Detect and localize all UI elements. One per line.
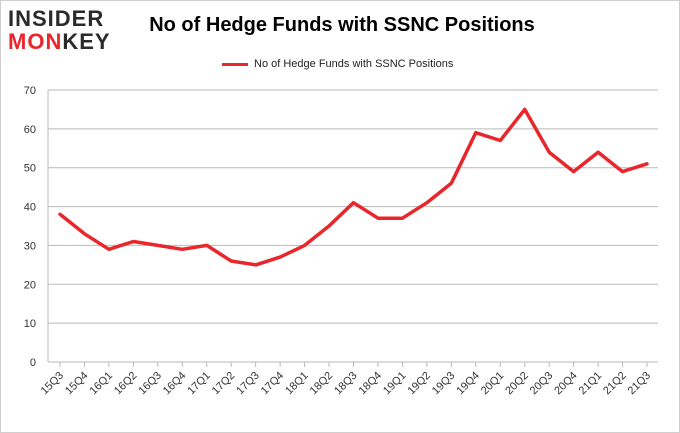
- y-tick-label: 10: [24, 318, 36, 330]
- x-tick-label: 19Q4: [454, 370, 482, 398]
- x-tick-label: 18Q1: [283, 370, 311, 398]
- x-tick-label: 15Q4: [63, 370, 91, 398]
- logo-line-2: MONKEY: [8, 30, 111, 54]
- x-tick-label: 16Q1: [88, 370, 116, 398]
- y-tick-label: 50: [24, 163, 36, 175]
- legend-swatch: [222, 62, 248, 66]
- x-tick-label: 19Q3: [430, 370, 458, 398]
- x-tick-label: 17Q4: [259, 370, 287, 398]
- insider-monkey-logo: INSIDER MONKEY: [8, 8, 130, 56]
- chart-title: No of Hedge Funds with SSNC Positions: [149, 14, 535, 36]
- y-tick-label: 40: [24, 202, 36, 214]
- chart-legend: No of Hedge Funds with SSNC Positions: [222, 56, 453, 72]
- series-line: [58, 107, 649, 267]
- x-tick-label: 18Q3: [332, 370, 360, 398]
- x-tick-label: 20Q1: [479, 370, 507, 398]
- x-tick-label: 19Q2: [405, 370, 433, 398]
- x-tick-label: 17Q2: [210, 370, 238, 398]
- y-tick-label: 60: [24, 124, 36, 136]
- x-tick-label: 20Q4: [552, 370, 580, 398]
- logo-line-1: INSIDER: [8, 6, 105, 31]
- x-tick-label: 20Q3: [528, 370, 556, 398]
- x-tick-label: 17Q1: [185, 370, 213, 398]
- x-tick-label: 16Q3: [136, 370, 164, 398]
- y-tick-label: 20: [24, 279, 36, 291]
- legend-label: No of Hedge Funds with SSNC Positions: [254, 58, 454, 70]
- x-tick-label: 20Q2: [503, 370, 531, 398]
- logo-line-2-accent: MON: [8, 29, 63, 54]
- x-tick-label: 15Q3: [39, 370, 67, 398]
- y-tick-label: 0: [30, 357, 36, 369]
- x-tick-label: 21Q1: [577, 370, 605, 398]
- x-tick-label: 17Q3: [234, 370, 262, 398]
- x-tick-label: 19Q1: [381, 370, 409, 398]
- x-tick-label: 16Q2: [112, 370, 140, 398]
- logo-line-2-rest: KEY: [62, 29, 111, 54]
- y-tick-label: 30: [24, 240, 36, 252]
- x-tick-label: 18Q4: [357, 370, 385, 398]
- y-tick-label: 70: [24, 85, 36, 97]
- x-tick-label: 21Q3: [626, 370, 654, 398]
- x-tick-label: 16Q4: [161, 370, 189, 398]
- x-tick-label: 18Q2: [308, 370, 336, 398]
- x-tick-label: 21Q2: [601, 370, 629, 398]
